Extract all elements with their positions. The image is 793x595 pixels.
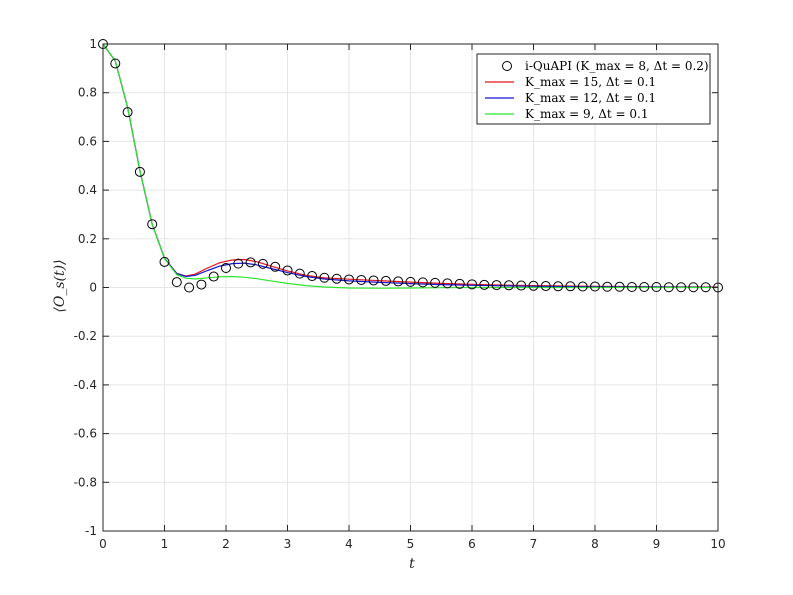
x-tick-label: 1 [161,537,169,551]
data-point-marker [651,282,662,293]
x-tick-label: 3 [284,537,292,551]
data-point-marker [700,282,711,293]
axes-box [102,43,719,532]
legend-box [476,53,711,125]
y-tick-label: -0.6 [74,427,97,441]
legend-label-kmax9: K_max = 9, Δt = 0.1 [525,107,648,121]
data-point-marker [417,277,428,288]
data-point-marker [221,263,231,274]
data-point-marker [467,279,477,290]
y-tick-label: 0.6 [78,134,97,148]
y-tick-label: 1 [89,37,97,51]
data-point-marker [590,281,600,292]
data-point-marker [553,281,564,292]
x-axis-label: t [409,556,415,572]
data-point-marker [368,275,379,286]
data-point-marker [122,107,133,118]
data-point-marker [503,280,514,291]
data-point-marker [307,271,318,282]
legend-label-iquapi: i-QuAPI (K_max = 8, Δt = 0.2) [525,59,709,73]
y-tick-label: -0.4 [74,378,97,392]
x-tick-label: 9 [653,537,661,551]
data-point-marker [528,280,539,291]
data-point-marker [331,273,342,284]
data-point-marker [196,279,207,290]
x-tick-label: 8 [591,537,599,551]
data-point-marker [380,275,391,286]
data-point-marker [676,282,687,293]
data-point-marker [257,258,268,269]
x-tick-label: 4 [345,537,353,551]
axes [102,43,719,532]
data-point-marker [270,261,281,272]
data-point-marker [110,58,121,69]
y-tick-label: -0.2 [74,329,97,343]
data-point-marker [393,276,404,287]
y-tick-label: -1 [85,524,97,538]
data-point-marker [319,272,330,283]
data-point-marker [626,282,637,293]
data-point-marker [577,281,588,292]
data-point-marker [454,278,465,289]
data-point-marker [171,277,182,288]
x-tick-label: 0 [99,537,107,551]
data-point-marker [442,278,453,289]
legend-label-kmax15: K_max = 15, Δt = 0.1 [525,75,656,89]
data-point-marker [294,268,305,279]
data-point-marker [602,281,613,292]
legend-marker-iquapi [502,61,512,71]
data-point-marker [282,265,293,276]
data-point-marker [344,274,354,285]
data-point-marker [430,277,441,288]
data-point-marker [184,282,195,293]
data-point-marker [540,281,551,292]
plot-area [98,39,723,293]
data-point-marker [491,280,502,291]
legend: i-QuAPI (K_max = 8, Δt = 0.2) K_max = 15… [476,53,711,125]
data-point-marker [134,166,145,177]
x-tick-label: 6 [468,537,476,551]
legend-label-kmax12: K_max = 12, Δt = 0.1 [525,91,656,105]
data-point-marker [639,282,650,293]
data-point-marker [565,281,576,292]
data-point-marker [688,282,699,293]
y-tick-label: 0 [89,281,97,295]
y-axis-label: ⟨O_s(t)⟩ [52,259,68,312]
x-tick-label: 10 [710,537,725,551]
tick-labels: 0 1 2 3 4 5 6 7 8 9 10 -1 -0.8 -0.6 -0.4 -0.2 0 0.2 0.4 0.6… [74,37,726,551]
x-tick-label: 2 [222,537,230,551]
x-tick-label: 7 [530,537,538,551]
y-tick-label: 0.8 [78,86,97,100]
data-point-marker [245,257,256,268]
data-point-marker [516,280,527,291]
data-point-marker [159,256,170,267]
y-tick-label: -0.8 [74,475,97,489]
y-tick-label: 0.4 [78,183,97,197]
data-point-marker [356,274,367,285]
data-point-marker [614,281,625,292]
data-point-marker [663,282,674,293]
x-tick-label: 5 [407,537,415,551]
data-point-marker [208,271,219,282]
series-line-3 [102,43,718,289]
data-point-marker [479,279,490,290]
data-point-marker [405,276,416,287]
data-point-marker [147,219,158,230]
y-tick-label: 0.2 [78,232,97,246]
data-point-marker [233,258,244,269]
